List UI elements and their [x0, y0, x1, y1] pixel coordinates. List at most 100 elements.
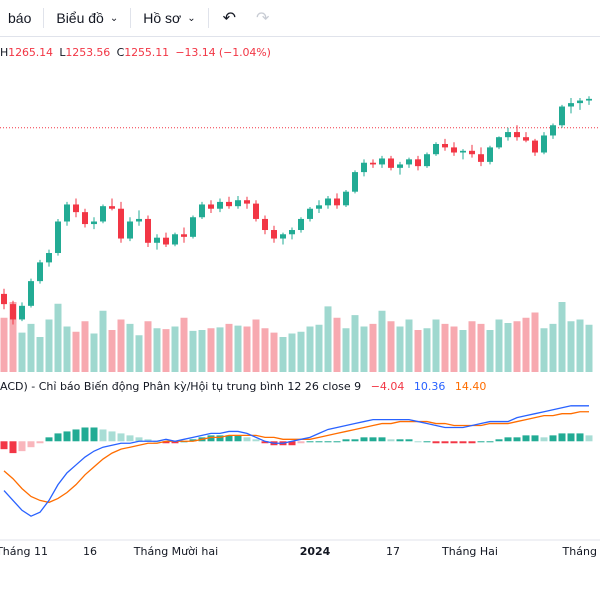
- macd-histogram-bar: [27, 441, 35, 448]
- toolbar-divider: [130, 8, 132, 28]
- macd-signal-value: 14.40: [454, 380, 487, 393]
- volume-bar: [153, 328, 161, 372]
- candle-body: [577, 100, 583, 104]
- macd-histogram-bar: [243, 437, 251, 442]
- candle-body: [253, 203, 259, 219]
- macd-histogram-bar: [450, 441, 458, 444]
- candle-body: [100, 206, 106, 222]
- volume-bar: [27, 323, 35, 372]
- volume-bar: [180, 317, 188, 372]
- redo-icon[interactable]: ↷: [256, 10, 270, 27]
- macd-histogram-bar: [189, 439, 197, 442]
- macd-line: [3, 405, 589, 517]
- candle-body: [361, 162, 367, 173]
- volume-bar: [540, 328, 548, 372]
- candle-body: [343, 191, 349, 206]
- candle-body: [433, 143, 439, 155]
- volume-bar: [198, 330, 206, 372]
- candle-body: [496, 137, 502, 148]
- macd-histogram-bar: [63, 431, 71, 442]
- volume-bar: [576, 319, 584, 372]
- chart-menu-button[interactable]: Biểu đồ ⌄: [48, 0, 126, 36]
- macd-histogram-bar: [531, 435, 539, 442]
- macd-histogram-bar: [324, 441, 332, 443]
- alerts-button[interactable]: báo: [0, 0, 39, 36]
- volume-bar: [126, 323, 134, 372]
- candle-body: [136, 218, 142, 222]
- candle-body: [388, 158, 394, 168]
- volume-bar: [414, 330, 422, 372]
- volume-bar: [9, 302, 17, 372]
- close-value: 1255.11: [124, 46, 169, 59]
- candle-body: [568, 103, 574, 107]
- candle-body: [127, 221, 133, 239]
- candle-body: [397, 164, 403, 168]
- volume-bar: [261, 328, 269, 372]
- close-key: C: [116, 46, 125, 59]
- macd-histogram-bar: [45, 437, 53, 442]
- macd-indicator-title: ACD) - Chỉ báo Biến động Phân kỳ/Hội tụ …: [0, 380, 362, 393]
- candle-body: [145, 218, 151, 243]
- macd-histogram-bar: [144, 439, 152, 442]
- candle-body: [523, 137, 529, 141]
- high-value: 1265.14: [8, 46, 53, 59]
- high-key: H: [0, 46, 9, 59]
- x-axis-tick-label: Tháng Hai: [441, 545, 498, 558]
- profile-menu-button[interactable]: Hồ sơ ⌄: [135, 0, 203, 36]
- candle-body: [586, 98, 592, 101]
- candle-body: [532, 140, 538, 153]
- volume-bar: [36, 337, 44, 372]
- macd-histogram-bar: [90, 427, 98, 442]
- macd-histogram-bar: [315, 441, 323, 443]
- volume-bar: [504, 323, 512, 372]
- candle-body: [64, 204, 70, 222]
- volume-bar: [369, 323, 377, 372]
- macd-histogram-bar: [54, 433, 62, 442]
- volume-bar: [135, 335, 143, 372]
- candle-body: [559, 106, 565, 126]
- volume-bar: [342, 328, 350, 372]
- macd-histogram-bar: [459, 441, 467, 444]
- macd-histogram-bar: [297, 441, 305, 444]
- candle-body: [280, 234, 286, 239]
- macd-line-value: 10.36: [413, 380, 446, 393]
- macd-histogram-bar: [171, 441, 179, 444]
- candle-body: [379, 158, 385, 165]
- candle-body: [55, 221, 61, 254]
- macd-histogram-bar: [405, 439, 413, 442]
- macd-histogram-bar: [387, 439, 395, 442]
- candle-body: [217, 201, 223, 209]
- macd-histogram-bar: [126, 435, 134, 442]
- macd-histogram-bar: [360, 437, 368, 442]
- candle-body: [271, 230, 277, 239]
- candle-body: [172, 234, 178, 245]
- profile-menu-label: Hồ sơ: [143, 10, 182, 26]
- macd-histogram-bar: [576, 433, 584, 442]
- x-axis-tick-label: Tháng 3: [562, 545, 600, 558]
- volume-bar: [558, 302, 566, 372]
- candle-body: [262, 218, 268, 231]
- candle-body: [208, 204, 214, 209]
- volume-bar: [72, 331, 80, 372]
- candle-body: [505, 132, 511, 138]
- candle-body: [289, 230, 295, 235]
- candle-body: [478, 154, 484, 162]
- volume-bar: [252, 319, 260, 372]
- volume-bar: [396, 326, 404, 372]
- macd-histogram-bar: [522, 435, 530, 442]
- chart-menu-label: Biểu đồ: [56, 10, 104, 26]
- toolbar-divider: [207, 8, 209, 28]
- volume-bar: [279, 337, 287, 372]
- volume-bar: [333, 317, 341, 372]
- undo-icon[interactable]: ↶: [222, 10, 236, 27]
- x-axis-tick-label: 16: [83, 545, 97, 558]
- candle-body: [154, 237, 160, 243]
- volume-bar: [45, 319, 53, 372]
- macd-histogram-bar: [369, 437, 377, 442]
- volume-bar: [549, 323, 557, 372]
- macd-histogram-bar: [351, 439, 359, 442]
- macd-histogram-bar: [513, 437, 521, 442]
- candle-body: [1, 293, 7, 305]
- low-value: 1253.56: [65, 46, 111, 59]
